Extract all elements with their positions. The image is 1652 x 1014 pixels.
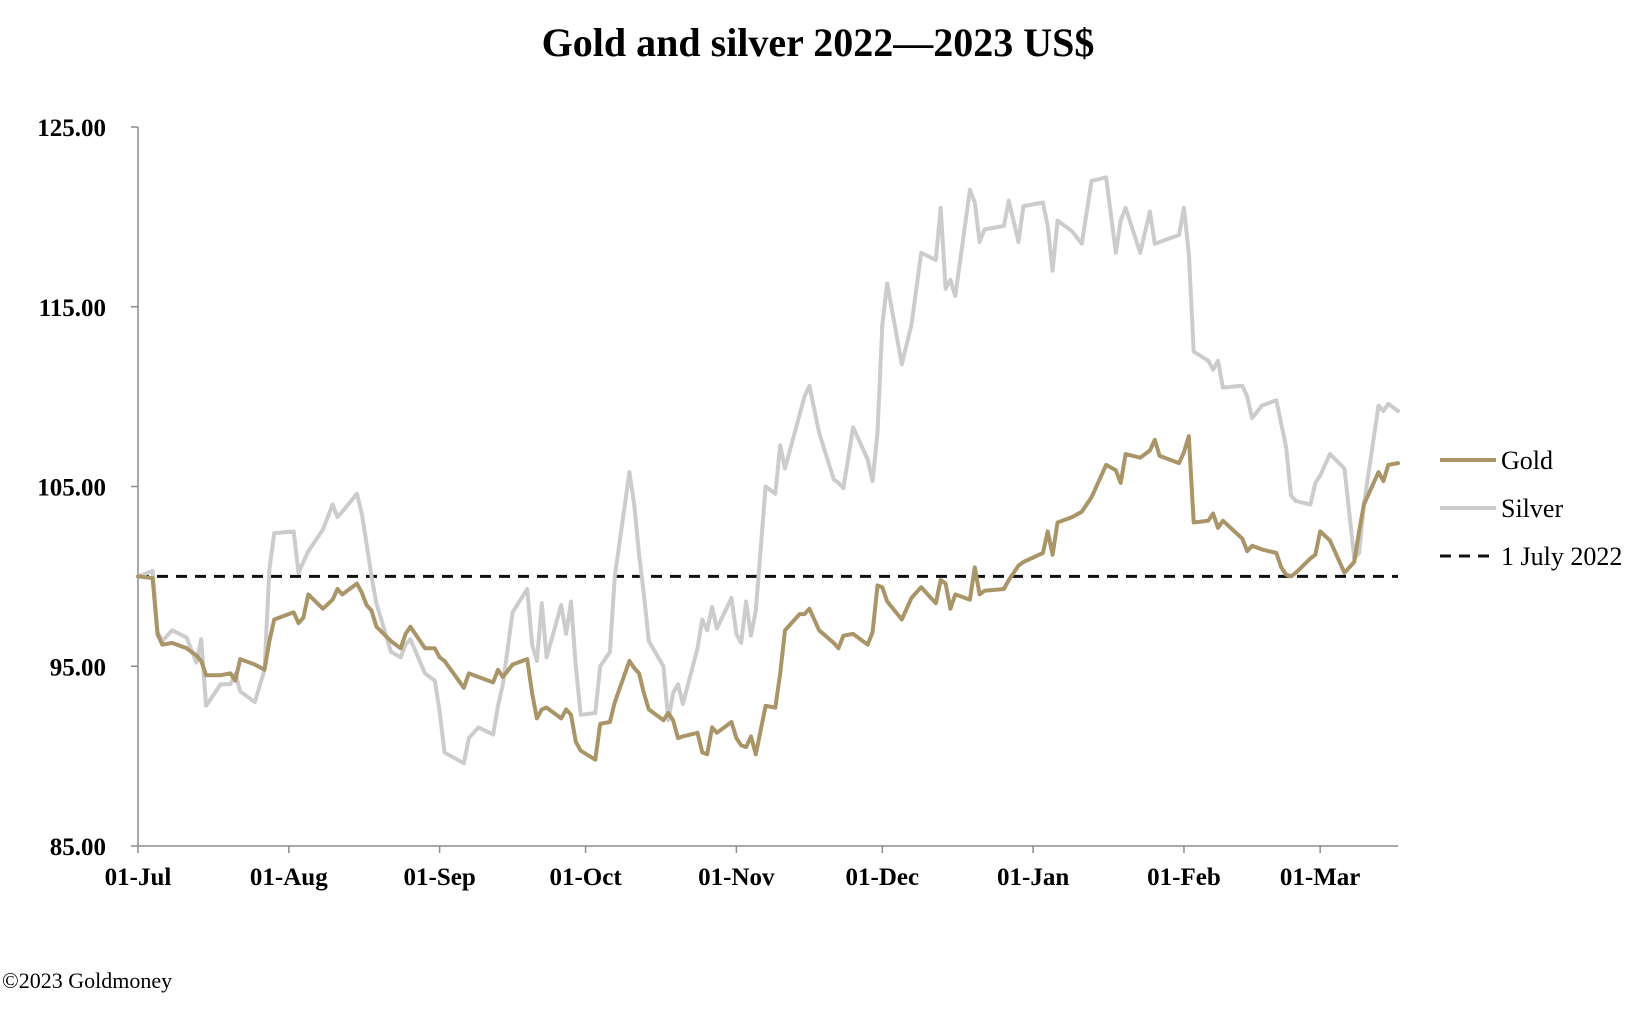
x-tick-label: 01-Feb: [1147, 864, 1221, 891]
y-axis: 85.00 95.00 105.00 115.00 125.00: [37, 115, 139, 861]
y-tick-label: 105.00: [37, 475, 106, 502]
series-line-silver: [136, 175, 1400, 766]
legend-label-silver: Silver: [1501, 494, 1563, 523]
y-tick-label: 115.00: [39, 295, 106, 322]
legend-label-gold: Gold: [1501, 446, 1553, 475]
x-tick-label: 01-Nov: [698, 864, 775, 891]
copyright-credit: ©2023 Goldmoney: [2, 968, 173, 993]
x-axis: 01-Jul 01-Aug 01-Sep 01-Oct 01-Nov 01-Dec 01-J…: [105, 845, 1398, 891]
x-tick-label: 01-Jan: [997, 864, 1069, 891]
x-tick-label: 01-Jul: [105, 864, 172, 891]
y-tick-label: 125.00: [37, 115, 106, 142]
plot-area: [136, 175, 1400, 766]
x-tick-label: 01-Aug: [250, 864, 328, 891]
legend: Gold Silver 1 July 2022: [1440, 446, 1622, 571]
legend-label-1-july-2022: 1 July 2022: [1501, 542, 1622, 571]
x-tick-label: 01-Sep: [404, 864, 476, 891]
y-tick-label: 95.00: [50, 654, 106, 681]
x-tick-label: 01-Dec: [846, 864, 920, 891]
chart-title: Gold and silver 2022—2023 US$: [542, 20, 1095, 65]
x-tick-label: 01-Mar: [1280, 864, 1361, 891]
x-tick-label: 01-Oct: [549, 864, 622, 891]
series-line-gold: [136, 434, 1400, 762]
y-tick-label: 85.00: [50, 834, 106, 861]
